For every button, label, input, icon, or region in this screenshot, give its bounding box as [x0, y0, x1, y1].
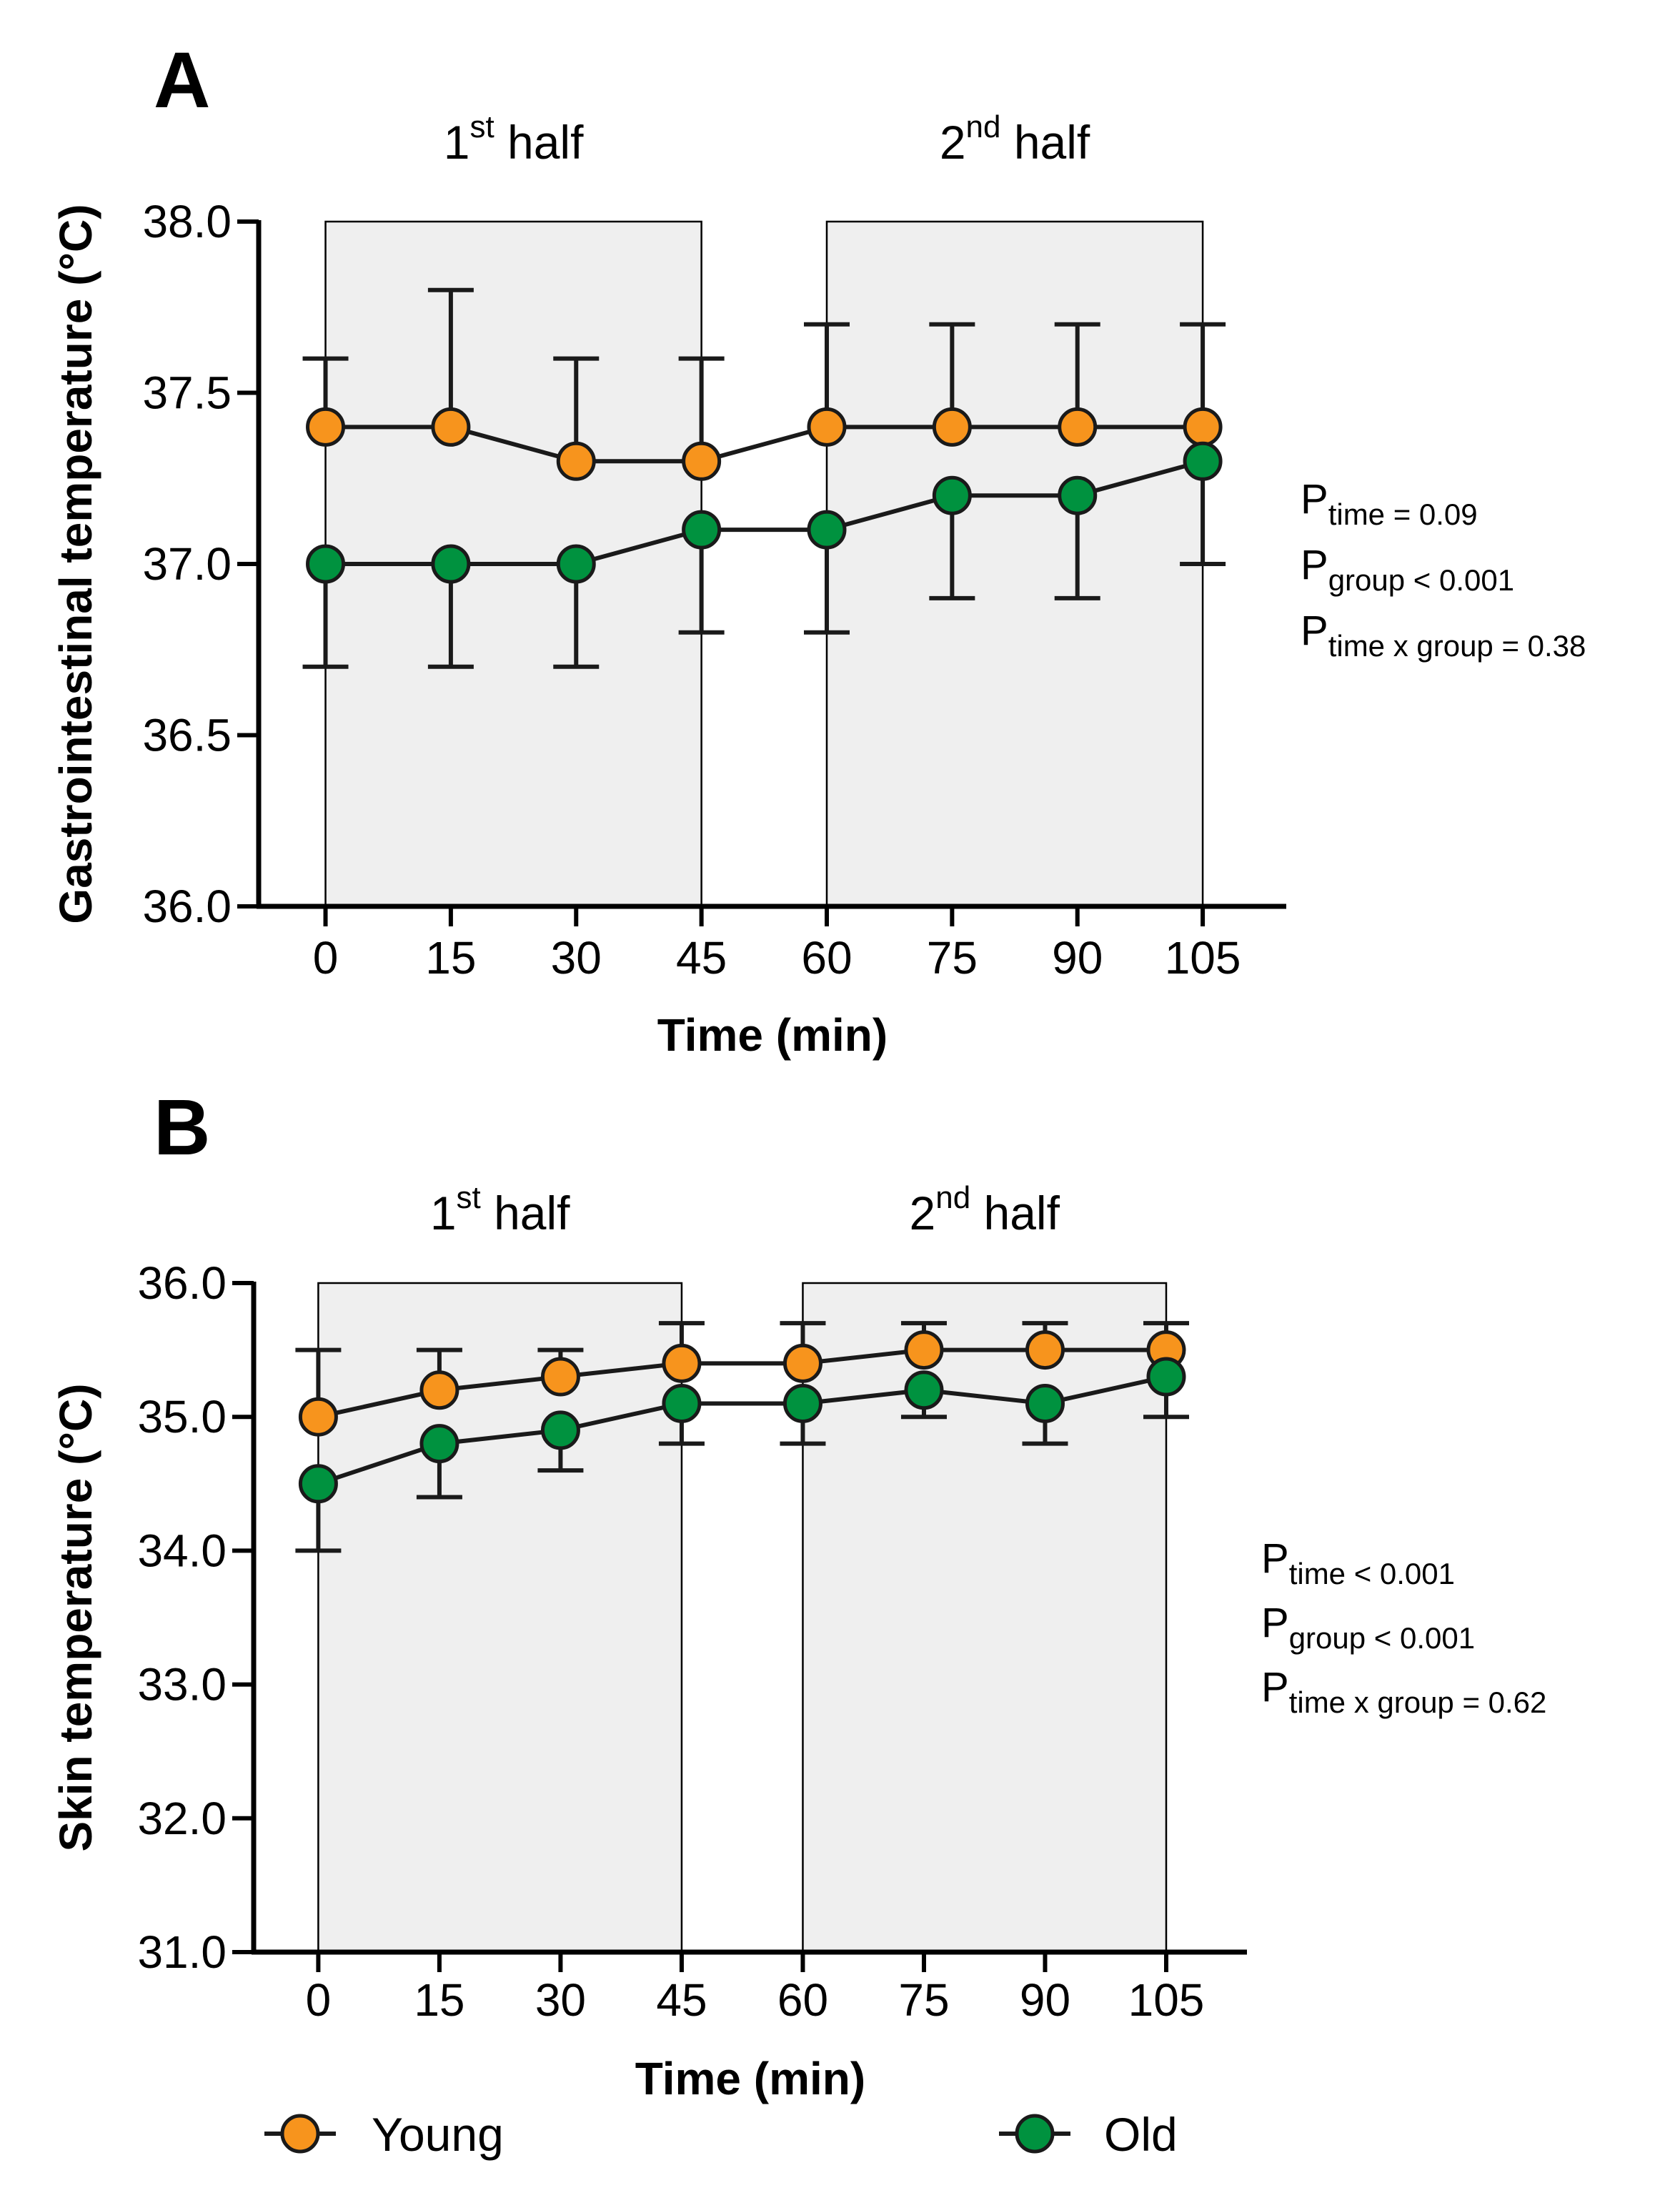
data-point: [932, 475, 972, 515]
data-point: [1025, 1383, 1065, 1423]
period-label: 2nd half: [910, 1180, 1060, 1239]
y-tick-label: 36.0: [142, 881, 232, 932]
data-point: [682, 510, 722, 550]
y-tick-label: 31.0: [137, 1926, 227, 1978]
y-axis-title: Gastrointestinal temperature (°C): [50, 204, 101, 924]
y-tick-label: 34.0: [137, 1525, 227, 1576]
x-tick-label: 60: [777, 1974, 828, 2026]
period-box: [825, 220, 1204, 908]
data-point: [807, 407, 847, 447]
series-line-old: [317, 1375, 1167, 1486]
data-point: [1058, 475, 1098, 515]
data-point: [782, 1343, 822, 1383]
data-point: [298, 1464, 338, 1504]
x-tick-label: 0: [306, 1974, 332, 2026]
y-tick-label: 32.0: [137, 1793, 227, 1844]
markers-young: [298, 1330, 1186, 1437]
panel-label: B: [154, 1084, 210, 1172]
data-point: [306, 407, 346, 447]
x-tick-label: 90: [1020, 1974, 1070, 2026]
data-point: [682, 441, 722, 481]
x-tick-label: 60: [801, 932, 852, 984]
markers-old: [306, 441, 1223, 584]
series-line-old: [325, 459, 1203, 566]
y-tick-label: 36.0: [137, 1257, 227, 1309]
y-tick-label: 36.5: [142, 710, 232, 761]
legend-marker-young: [280, 2114, 320, 2154]
period-label: 1st half: [430, 1180, 570, 1239]
x-axis-title: Time (min): [635, 2053, 865, 2104]
panel-b: B 1st half 2nd half 31.0 32.0 33.0 34.0 35.0 36.…: [50, 1084, 1546, 2104]
x-tick-label: 90: [1052, 932, 1103, 984]
y-tick-label: 35.0: [137, 1391, 227, 1442]
y-tick-label: 37.5: [142, 367, 232, 419]
data-point: [1183, 407, 1223, 447]
x-tick-label: 75: [898, 1974, 949, 2026]
data-point: [540, 1357, 580, 1397]
x-tick-label: 45: [676, 932, 727, 984]
markers-old: [298, 1357, 1186, 1504]
x-tick-label: 30: [551, 932, 602, 984]
stat-annotation: Ptime x group = 0.62: [1261, 1664, 1546, 1719]
period-label: 2nd half: [940, 109, 1090, 169]
x-tick-label: 15: [425, 932, 476, 984]
x-tick-label: 0: [313, 932, 339, 984]
series-line-young: [317, 1347, 1166, 1420]
stat-annotation: Ptime < 0.001: [1261, 1535, 1455, 1590]
data-point: [1025, 1330, 1065, 1370]
stat-annotation: Ptime = 0.09: [1301, 476, 1478, 531]
markers-young: [306, 407, 1223, 481]
data-point: [904, 1370, 944, 1410]
legend-label-young: Young: [372, 2108, 504, 2161]
y-tick-label: 33.0: [137, 1659, 227, 1711]
y-tick-label: 38.0: [142, 196, 232, 247]
stat-annotation: Pgroup < 0.001: [1261, 1600, 1475, 1655]
period-box: [802, 1282, 1168, 1954]
panel-label: A: [154, 36, 210, 124]
data-point: [431, 407, 471, 447]
y-tick-label: 37.0: [142, 538, 232, 590]
stat-annotation: Pgroup < 0.001: [1301, 542, 1514, 597]
x-tick-label: 105: [1128, 1974, 1205, 2026]
data-point: [662, 1383, 702, 1423]
data-point: [807, 510, 847, 550]
data-point: [306, 544, 346, 584]
data-point: [540, 1410, 580, 1450]
x-tick-label: 105: [1165, 932, 1241, 984]
y-axis-title: Skin temperature (°C): [50, 1383, 101, 1851]
data-point: [298, 1397, 338, 1437]
x-tick-label: 30: [535, 1974, 586, 2026]
period-box: [317, 1282, 683, 1954]
stat-annotation: Ptime x group = 0.38: [1301, 608, 1586, 663]
data-point: [1183, 441, 1223, 481]
data-point: [419, 1370, 459, 1410]
data-point: [662, 1343, 702, 1383]
legend: Young Old: [264, 2108, 1178, 2161]
data-point: [419, 1424, 459, 1464]
x-axis-title: Time (min): [657, 1009, 888, 1061]
data-point: [1146, 1357, 1186, 1397]
legend-marker-old: [1015, 2114, 1055, 2154]
data-point: [556, 441, 596, 481]
data-point: [782, 1383, 822, 1423]
data-point: [556, 544, 596, 584]
period-label: 1st half: [444, 109, 584, 169]
x-tick-label: 45: [656, 1974, 707, 2026]
data-point: [1058, 407, 1098, 447]
series-line-young: [325, 425, 1203, 464]
x-tick-label: 15: [414, 1974, 464, 2026]
data-point: [904, 1330, 944, 1370]
data-point: [932, 407, 972, 447]
panel-a: A 1st half 2nd half 36.0 36.5 37.0 37.5 38.0 0 15…: [50, 36, 1586, 1061]
data-point: [431, 544, 471, 584]
legend-label-old: Old: [1104, 2108, 1178, 2161]
x-tick-label: 75: [927, 932, 978, 984]
